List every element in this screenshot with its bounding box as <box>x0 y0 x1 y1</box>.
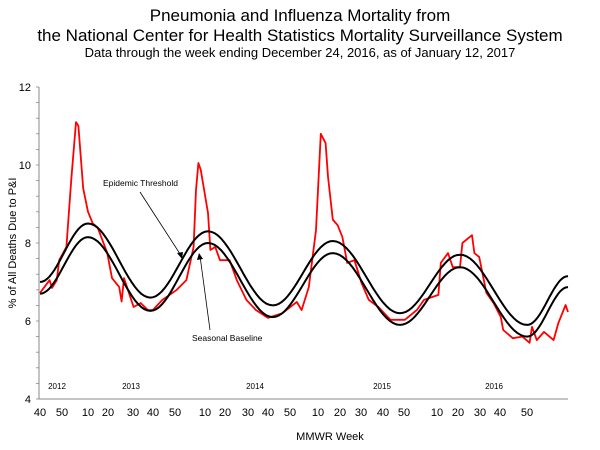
epidemic-threshold-label: Epidemic Threshold <box>103 178 178 188</box>
baseline-series-line <box>39 236 569 338</box>
threshold-arrowhead <box>177 252 183 259</box>
y-tick-label: 6 <box>25 316 31 328</box>
observed-series-line <box>39 121 569 344</box>
x-tick-label: 10 <box>199 407 211 419</box>
x-tick-label: 30 <box>127 407 139 419</box>
y-axis-label: % of All Deaths Due to P&I <box>7 178 19 309</box>
x-tick-label: 50 <box>398 407 410 419</box>
baseline-arrow <box>199 255 211 331</box>
x-tick-label: 30 <box>242 407 254 419</box>
threshold-arrow <box>139 191 183 258</box>
x-tick-label: 30 <box>474 407 486 419</box>
year-label: 2016 <box>485 382 503 391</box>
x-axis-label: MMWR Week <box>296 431 364 443</box>
annotations: Epidemic Threshold Seasonal Baseline <box>103 178 263 343</box>
y-tick-label: 4 <box>25 394 31 406</box>
year-label: 2013 <box>122 382 140 391</box>
chart-title-line2: the National Center for Health Statistic… <box>37 26 563 45</box>
y-tick-label: 8 <box>25 238 31 250</box>
series-lines <box>39 121 569 344</box>
x-tick-label: 40 <box>262 407 274 419</box>
x-tick-label: 50 <box>56 407 68 419</box>
x-tick-label: 40 <box>494 407 506 419</box>
x-tick-label: 40 <box>377 407 389 419</box>
x-tick-label: 40 <box>147 407 159 419</box>
year-label: 2014 <box>246 382 264 391</box>
x-tick-label: 30 <box>355 407 367 419</box>
x-tick-label: 20 <box>452 407 464 419</box>
x-tick-label: 10 <box>312 407 324 419</box>
x-tick-label: 10 <box>431 407 443 419</box>
x-tick-label: 20 <box>102 407 114 419</box>
y-tick-label: 10 <box>19 160 31 172</box>
x-tick-label: 20 <box>334 407 346 419</box>
x-tick-label: 40 <box>34 407 46 419</box>
x-tick-label: 50 <box>521 407 533 419</box>
threshold-series-line <box>39 222 569 326</box>
x-tick-label: 20 <box>219 407 231 419</box>
x-tick-label: 50 <box>284 407 296 419</box>
year-label: 2012 <box>48 382 66 391</box>
seasonal-baseline-label: Seasonal Baseline <box>192 333 263 343</box>
axes: 4 6 8 10 12 40 50 10 20 30 40 50 10 20 30 40 50 10 20 30 40 5… <box>19 82 568 419</box>
baseline-arrowhead <box>197 253 203 260</box>
x-tick-label: 50 <box>169 407 181 419</box>
year-label: 2015 <box>373 382 391 391</box>
x-tick-label: 10 <box>82 407 94 419</box>
chart-subtitle: Data through the week ending December 24… <box>84 45 516 60</box>
chart-title: Pneumonia and Influenza Mortality from <box>149 6 451 25</box>
y-tick-label: 12 <box>19 82 31 94</box>
